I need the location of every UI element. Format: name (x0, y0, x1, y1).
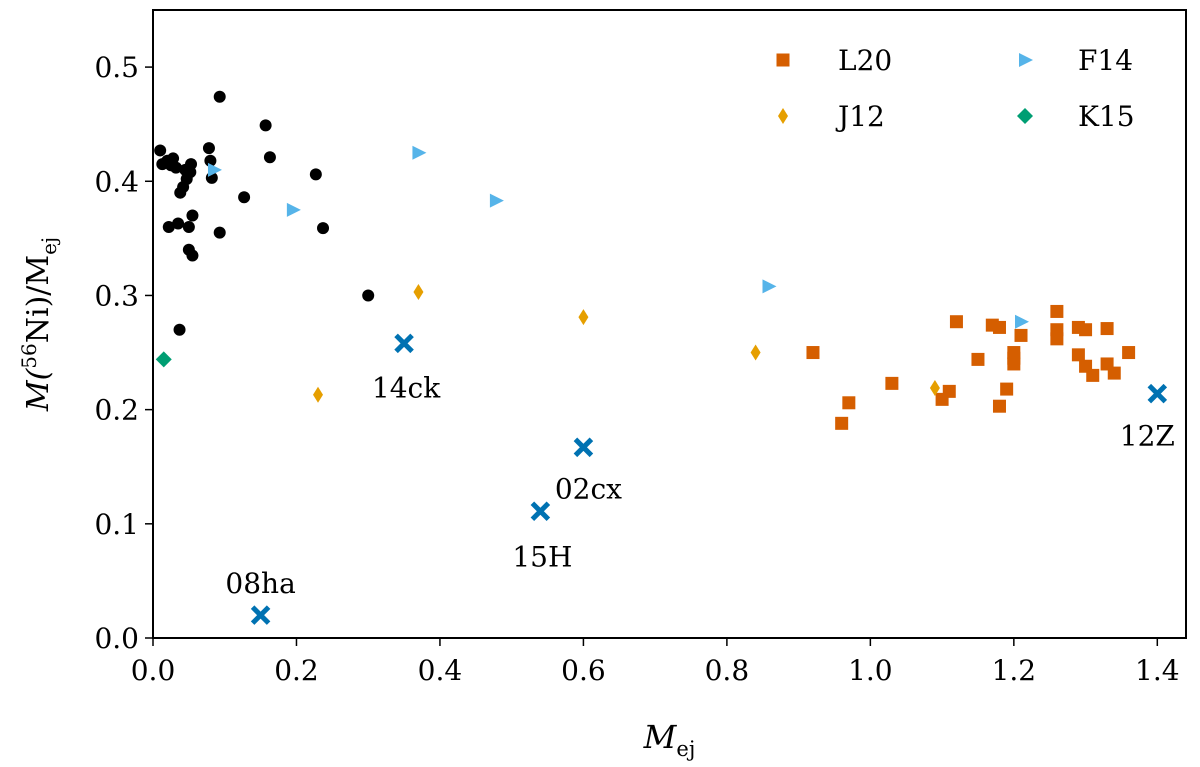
x-tick-label: 0.0 (131, 654, 176, 687)
data-point-l20-16 (1050, 304, 1064, 318)
data-point-sample-18 (202, 142, 215, 155)
data-point-sample-16 (186, 249, 199, 262)
data-point-j12-0 (312, 386, 323, 403)
data-point-l20-14 (1007, 357, 1021, 371)
data-point-sample-22 (213, 226, 226, 239)
y-tick-label: 0.3 (94, 279, 139, 312)
data-point-sample-25 (263, 151, 276, 164)
x-tick-label: 0.2 (274, 654, 319, 687)
data-point-sample-21 (213, 90, 226, 103)
data-point-sample-12 (182, 220, 195, 233)
data-point-sample-19 (204, 154, 217, 167)
data-point-l20-0 (806, 346, 820, 360)
annotation-14ck: 14ck (372, 371, 441, 404)
data-point-f14-3 (489, 193, 504, 208)
data-point-sample-26 (309, 168, 322, 181)
data-point-highlighted-1 (394, 333, 414, 354)
annotation-12Z: 12Z (1120, 420, 1175, 453)
y-title-main: M( (21, 367, 56, 412)
data-point-l20-18 (1050, 332, 1064, 346)
data-point-l20-23 (1086, 368, 1100, 382)
y-tick-label: 0.1 (94, 508, 139, 541)
x-title-sub: ej (676, 737, 695, 761)
y-title-sup: 56 (17, 343, 41, 368)
data-point-sample-15 (185, 158, 198, 171)
data-point-sample-6 (162, 220, 175, 233)
legend: L20 F14 J12 K15 (776, 44, 1135, 133)
legend-label-j12: J12 (835, 100, 885, 133)
plot-frame (152, 9, 1187, 639)
legend-label-f14: F14 (1078, 44, 1133, 77)
data-point-sample-28 (362, 289, 375, 302)
legend-marker-j12 (778, 108, 788, 124)
data-point-sample-5 (169, 161, 182, 174)
annotation-08ha: 08ha (225, 567, 295, 600)
legend-marker-l20 (776, 53, 790, 67)
data-point-l20-7 (971, 352, 985, 366)
x-axis: 0.0 0.2 0.4 0.6 0.8 1.0 1.2 1.4 (131, 638, 1180, 687)
data-point-l20-15 (1014, 328, 1028, 342)
x-axis-title: Mej (643, 718, 696, 761)
data-point-l20-20 (1071, 348, 1085, 362)
data-point-sample-27 (317, 222, 330, 235)
y-tick-label: 0.4 (94, 165, 139, 198)
data-point-l20-6 (949, 315, 963, 329)
legend-marker-k15 (1017, 108, 1033, 124)
annotation-15H: 15H (512, 540, 572, 573)
annotation-02cx: 02cx (555, 472, 622, 505)
data-point-sample-23 (238, 191, 251, 204)
y-tick-label: 0.5 (94, 51, 139, 84)
data-point-j12-4 (929, 379, 940, 396)
data-point-j12-2 (578, 309, 589, 326)
y-title-sub: ej (37, 237, 61, 255)
legend-label-k15: K15 (1078, 100, 1135, 133)
legend-label-l20: L20 (838, 44, 892, 77)
data-point-l20-21 (1079, 323, 1093, 337)
data-point-l20-3 (885, 376, 899, 390)
plot-points (154, 90, 1168, 625)
data-point-sample-0 (154, 144, 167, 157)
legend-marker-f14 (1019, 53, 1033, 67)
data-point-l20-9 (992, 320, 1006, 334)
data-point-sample-17 (186, 209, 199, 222)
y-tick-label: 0.0 (94, 622, 139, 655)
data-point-l20-11 (1000, 382, 1014, 396)
data-point-l20-24 (1100, 322, 1114, 336)
x-tick-label: 0.8 (705, 654, 750, 687)
data-point-f14-0 (207, 162, 222, 177)
data-point-l20-27 (1122, 346, 1136, 360)
y-axis-title: M(56Ni)/Mej (17, 237, 61, 412)
y-title-mid: Ni)/M (21, 255, 56, 343)
data-point-l20-2 (842, 396, 856, 410)
data-point-sample-24 (259, 119, 272, 132)
data-point-sample-29 (173, 323, 186, 336)
data-point-f14-5 (1015, 314, 1030, 329)
y-tick-label: 0.2 (94, 394, 139, 427)
data-point-sample-7 (172, 217, 185, 230)
data-point-highlighted-4 (1147, 383, 1168, 404)
data-point-highlighted-3 (573, 437, 594, 458)
data-point-j12-3 (750, 344, 761, 361)
y-axis: 0.0 0.1 0.2 0.3 0.4 0.5 (94, 51, 153, 655)
x-tick-label: 1.2 (992, 654, 1037, 687)
data-point-k15-0 (155, 351, 172, 368)
data-point-l20-5 (942, 384, 956, 398)
data-point-l20-1 (835, 416, 849, 430)
data-point-j12-1 (413, 284, 424, 301)
data-point-f14-2 (412, 145, 427, 160)
x-tick-label: 0.6 (561, 654, 606, 687)
data-point-sample-4 (167, 152, 180, 165)
x-tick-label: 1.0 (848, 654, 893, 687)
data-point-highlighted-0 (250, 605, 271, 625)
x-tick-label: 1.4 (1135, 654, 1180, 687)
x-tick-label: 0.4 (418, 654, 463, 687)
data-point-f14-4 (762, 279, 777, 294)
x-title-main: M (643, 718, 678, 756)
data-point-l20-10 (992, 399, 1006, 413)
data-point-l20-26 (1107, 366, 1121, 380)
data-point-highlighted-2 (530, 501, 551, 522)
point-annotations: 08ha 14ck 15H 02cx 12Z (225, 371, 1174, 600)
data-point-f14-1 (286, 202, 301, 217)
